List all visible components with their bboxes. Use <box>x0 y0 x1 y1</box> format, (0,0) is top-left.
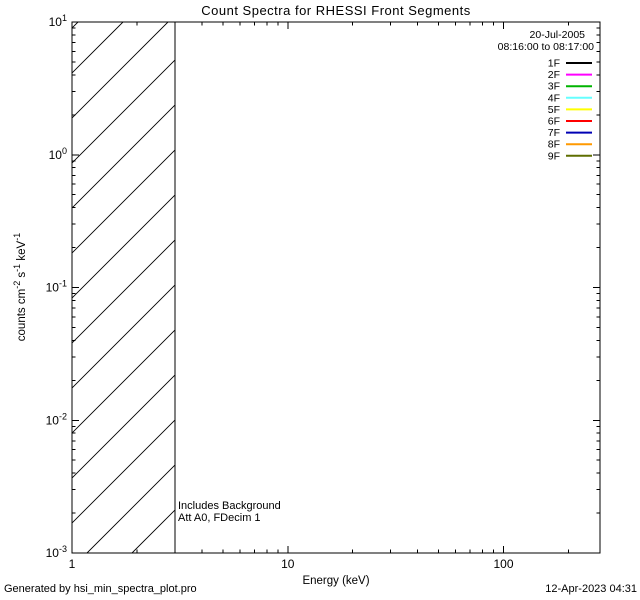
y-axis-label: counts cm-2 s-1 keV-1 <box>12 233 28 341</box>
footer-generated-by: Generated by hsi_min_spectra_plot.pro <box>4 583 197 595</box>
hatch-line <box>131 509 175 553</box>
chart-title: Count Spectra for RHESSI Front Segments <box>201 3 471 18</box>
legend-label-7F: 7F <box>548 127 560 139</box>
hatch-line <box>72 104 175 209</box>
observation-time-range: 08:16:00 to 08:17:00 <box>498 41 594 53</box>
legend-label-4F: 4F <box>548 92 560 104</box>
legend-label-1F: 1F <box>548 58 560 70</box>
y-tick-label: 10-3 <box>46 544 67 560</box>
hatch-line <box>72 59 175 164</box>
legend-label-6F: 6F <box>548 116 560 128</box>
plot-frame <box>71 21 601 554</box>
axis-ticks <box>71 21 600 554</box>
x-tick-label-10: 10 <box>281 557 295 571</box>
note-includes-background: Includes Background <box>178 500 281 512</box>
hatch-line <box>72 194 175 299</box>
axis-tick-labels: 1 10 100 101 100 10-1 10-2 10-3 <box>46 13 514 571</box>
legend-label-8F: 8F <box>548 139 560 151</box>
legend-label-3F: 3F <box>548 81 560 93</box>
y-tick-label: 10-1 <box>46 279 67 295</box>
y-tick-label: 100 <box>49 146 67 162</box>
legend-label-5F: 5F <box>548 104 560 116</box>
observation-date: 20-Jul-2005 <box>530 29 586 41</box>
hatch-line <box>72 239 175 344</box>
note-attenuator-state: Att A0, FDecim 1 <box>178 512 261 524</box>
hatch-line <box>72 22 169 119</box>
legend-label-9F: 9F <box>548 150 560 162</box>
hatch-line <box>72 374 175 479</box>
y-tick-label: 10-2 <box>46 411 67 427</box>
x-axis-label: Energy (keV) <box>302 575 369 587</box>
legend-label-2F: 2F <box>548 69 560 81</box>
hatch-line <box>72 284 175 389</box>
y-tick-label: 101 <box>49 13 67 29</box>
x-tick-label-1: 1 <box>69 557 76 571</box>
x-tick-label-100: 100 <box>494 557 514 571</box>
hatch-line <box>86 464 175 553</box>
footer-timestamp: 12-Apr-2023 04:31 <box>545 583 637 595</box>
hatch-line <box>72 419 175 524</box>
hatched-background-region <box>72 22 175 553</box>
